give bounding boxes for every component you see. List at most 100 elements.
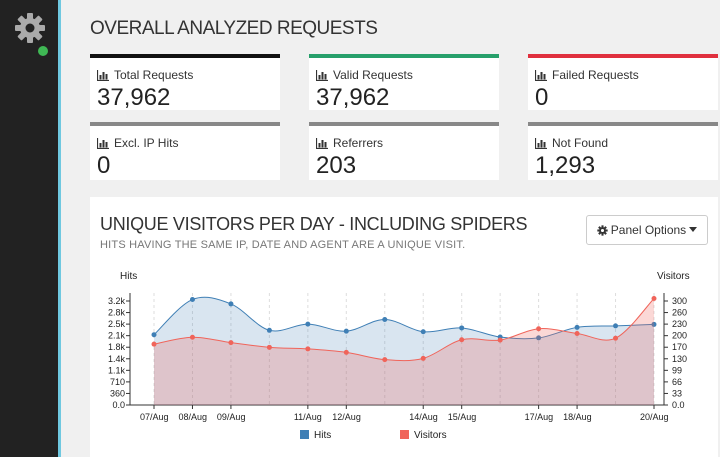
y-axis-left-title: Hits: [120, 271, 137, 282]
legend-swatch-hits: [300, 430, 309, 439]
card-label-text: Total Requests: [114, 68, 194, 82]
card-label-text: Referrers: [333, 136, 384, 150]
data-point-hits: [189, 297, 195, 303]
x-tick-label: 08/Aug: [178, 412, 207, 422]
card-label: Valid Requests: [316, 68, 413, 82]
card-label: Total Requests: [97, 68, 193, 82]
series-line-hits: [153, 296, 655, 340]
data-point-visitors: [382, 357, 388, 363]
x-tick-label: 12/Aug: [332, 412, 361, 422]
card-label-text: Failed Requests: [552, 68, 639, 82]
card-value: 0: [535, 84, 549, 111]
bar-chart-icon: [535, 69, 547, 81]
y-tick-label-right: 0.0: [672, 400, 685, 410]
data-point-hits: [574, 324, 580, 330]
data-point-hits: [651, 321, 657, 327]
legend-label-hits: Hits: [314, 430, 331, 441]
caret-down-icon: [689, 227, 698, 232]
y-tick-label-right: 200: [672, 331, 687, 341]
x-tick-label: 17/Aug: [525, 412, 554, 422]
visitors-panel: UNIQUE VISITORS PER DAY - INCLUDING SPID…: [90, 197, 718, 457]
bar-chart-icon: [316, 137, 328, 149]
y-tick-label-right: 260: [672, 308, 687, 318]
card-value: 0: [97, 152, 111, 179]
y-tick-label-left: 3.2k: [108, 296, 126, 306]
data-point-visitors: [343, 349, 349, 355]
bar-chart-icon: [97, 137, 109, 149]
sidebar: [0, 0, 61, 457]
card-label-text: Not Found: [552, 136, 609, 150]
data-point-visitors: [266, 344, 272, 350]
y-tick-label-right: 300: [672, 296, 687, 306]
card-referrers: Referrers 203: [309, 122, 499, 180]
y-tick-label-left: 360: [110, 388, 125, 398]
data-point-hits: [536, 335, 542, 341]
y-tick-label-left: 710: [110, 377, 125, 387]
series-area-visitors: [154, 298, 654, 405]
card-valid-requests: Valid Requests 37,962: [309, 54, 499, 111]
y-tick-label-right: 33: [672, 388, 682, 398]
panel-options-label: Panel Options: [610, 223, 687, 237]
card-value: 37,962: [97, 84, 171, 111]
data-point-hits: [420, 329, 426, 335]
y-tick-label-right: 99: [672, 365, 682, 375]
data-point-visitors: [613, 335, 619, 341]
y-tick-label-left: 2.1k: [108, 331, 126, 341]
bar-chart-icon: [97, 69, 109, 81]
panel-options-button[interactable]: Panel Options: [586, 215, 708, 245]
card-value: 1,293: [535, 152, 596, 179]
panel-title: UNIQUE VISITORS PER DAY - INCLUDING SPID…: [100, 214, 528, 234]
card-label-text: Valid Requests: [333, 68, 413, 82]
y-tick-label-right: 66: [672, 377, 682, 387]
y-tick-label-right: 130: [672, 354, 687, 364]
legend-swatch-visitors: [400, 430, 409, 439]
data-point-visitors: [305, 346, 311, 352]
data-point-visitors: [151, 341, 157, 347]
data-point-hits: [343, 328, 349, 334]
bar-chart-icon: [316, 69, 328, 81]
card-total-requests: Total Requests 37,962: [90, 54, 280, 111]
data-point-hits: [459, 325, 465, 331]
data-point-hits: [382, 316, 388, 322]
data-point-hits: [305, 321, 311, 327]
bar-chart-icon: [535, 137, 547, 149]
y-tick-label-left: 2.5k: [108, 319, 126, 329]
legend-label-visitors: Visitors: [414, 430, 447, 441]
card-label: Failed Requests: [535, 68, 639, 82]
data-point-visitors: [536, 326, 542, 332]
x-tick-label: 14/Aug: [409, 412, 438, 422]
y-tick-label-left: 1.4k: [108, 354, 126, 364]
card-value: 37,962: [316, 84, 390, 111]
x-tick-label: 09/Aug: [217, 412, 246, 422]
gear-icon[interactable]: [14, 12, 46, 44]
card-value: 203: [316, 152, 357, 179]
y-tick-label-left: 2.8k: [108, 308, 126, 318]
x-tick-label: 11/Aug: [294, 412, 322, 422]
status-dot: [38, 46, 48, 56]
data-point-visitors: [459, 337, 465, 343]
x-tick-label: 15/Aug: [448, 412, 477, 422]
x-tick-label: 07/Aug: [140, 412, 169, 422]
y-tick-label-left: 1.1k: [108, 365, 126, 375]
y-tick-label-left: 1.8k: [108, 342, 126, 352]
data-point-hits: [228, 301, 234, 307]
y-axis-right-title: Visitors: [657, 271, 690, 282]
data-point-visitors: [497, 337, 503, 343]
page-title: OVERALL ANALYZED REQUESTS: [90, 18, 378, 39]
gear-icon: [597, 224, 608, 236]
data-point-visitors: [189, 334, 195, 340]
card-failed-requests: Failed Requests 0: [528, 54, 718, 111]
panel-subtitle: HITS HAVING THE SAME IP, DATE AND AGENT …: [100, 239, 466, 251]
card-label-text: Excl. IP Hits: [114, 136, 179, 150]
data-point-hits: [266, 327, 272, 333]
card-label: Not Found: [535, 136, 608, 150]
card-excl-ip-hits: Excl. IP Hits 0: [90, 122, 280, 180]
card-label: Referrers: [316, 136, 383, 150]
data-point-hits: [613, 323, 619, 329]
y-tick-label-right: 230: [672, 319, 687, 329]
series-line-visitors: [153, 298, 655, 362]
data-point-hits: [151, 332, 157, 338]
card-not-found: Not Found 1,293: [528, 122, 718, 180]
y-tick-label-right: 170: [672, 342, 687, 352]
